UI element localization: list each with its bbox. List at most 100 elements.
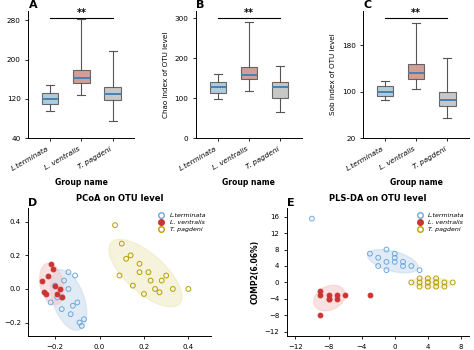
Point (71, 273, 79, 278)
Point (391, 259, 399, 265)
X-axis label: Group name: Group name (222, 178, 275, 187)
Point (325, 296, 332, 302)
PathPatch shape (272, 82, 288, 98)
Point (317, 313, 324, 318)
Text: B: B (196, 0, 204, 10)
Legend: L.terminata, L. ventralis, T. pagdeni: L.terminata, L. ventralis, T. pagdeni (413, 211, 466, 233)
PathPatch shape (439, 92, 456, 106)
Point (325, 296, 332, 302)
Point (38, 278, 46, 284)
Point (416, 275, 423, 281)
Point (424, 275, 432, 281)
Ellipse shape (50, 270, 87, 330)
Y-axis label: Chao index of OTU level: Chao index of OTU level (163, 31, 169, 118)
Point (317, 288, 324, 294)
Point (54, 295, 61, 300)
Y-axis label: Sob index of OTU level: Sob index of OTU level (330, 34, 336, 115)
Point (47, 300, 55, 305)
Legend: L.terminata, L. ventralis, T. pagdeni: L.terminata, L. ventralis, T. pagdeni (154, 211, 208, 233)
Point (51, 283, 59, 288)
Text: D: D (28, 198, 38, 208)
Point (51, 283, 59, 288)
Text: PLS-DA on OTU level: PLS-DA on OTU level (329, 194, 427, 203)
Point (169, 286, 177, 292)
Y-axis label: Ace index of OTU level: Ace index of OTU level (0, 34, 1, 115)
Point (441, 284, 448, 289)
Point (184, 286, 192, 292)
Point (374, 255, 382, 260)
Point (391, 251, 399, 257)
Point (64, 270, 72, 275)
Ellipse shape (368, 250, 418, 273)
Point (140, 291, 148, 297)
Point (58, 295, 65, 300)
Point (69, 303, 77, 309)
Point (408, 280, 415, 285)
Point (432, 275, 440, 281)
Point (383, 247, 390, 252)
Point (129, 283, 137, 288)
Point (374, 263, 382, 269)
PathPatch shape (73, 70, 90, 83)
Point (56, 286, 64, 292)
Point (136, 270, 143, 275)
Text: **: ** (76, 7, 86, 18)
Point (424, 280, 432, 285)
Point (366, 292, 374, 298)
Ellipse shape (314, 285, 345, 311)
Text: **: ** (411, 7, 421, 18)
PathPatch shape (42, 93, 58, 104)
Point (122, 256, 130, 261)
Ellipse shape (40, 263, 64, 305)
Point (416, 280, 423, 285)
Ellipse shape (411, 278, 451, 288)
Point (441, 280, 448, 285)
Point (58, 306, 65, 312)
Point (60, 278, 68, 284)
X-axis label: Group name: Group name (390, 178, 443, 187)
Point (156, 289, 164, 295)
Point (136, 261, 143, 267)
PathPatch shape (210, 82, 226, 93)
Point (147, 278, 155, 284)
Text: A: A (28, 0, 37, 10)
PathPatch shape (241, 67, 257, 79)
Point (40, 289, 48, 295)
Point (76, 320, 83, 326)
PathPatch shape (104, 86, 121, 100)
Text: PCoA on OTU level: PCoA on OTU level (76, 194, 163, 203)
Point (416, 267, 423, 273)
Point (424, 280, 432, 285)
Text: **: ** (244, 7, 254, 18)
Text: E: E (287, 198, 295, 208)
Point (333, 292, 341, 298)
Point (383, 267, 390, 273)
Point (42, 291, 50, 297)
Point (116, 273, 123, 278)
Point (416, 284, 423, 289)
Point (432, 284, 440, 289)
Point (432, 280, 440, 285)
X-axis label: Group name: Group name (55, 178, 108, 187)
PathPatch shape (408, 64, 424, 79)
Point (399, 263, 407, 269)
Point (317, 292, 324, 298)
Point (45, 273, 52, 278)
Point (49, 266, 57, 272)
Point (64, 286, 72, 292)
Y-axis label: COMP2(6.06%): COMP2(6.06%) (250, 240, 259, 304)
Point (67, 312, 74, 317)
Point (78, 323, 85, 329)
Point (145, 270, 152, 275)
Point (383, 259, 390, 265)
PathPatch shape (377, 86, 393, 96)
Point (366, 251, 374, 257)
Point (54, 291, 61, 297)
Point (151, 286, 159, 292)
Point (341, 292, 349, 298)
Ellipse shape (109, 239, 182, 307)
Point (325, 292, 332, 298)
Point (408, 263, 415, 269)
Text: C: C (363, 0, 372, 10)
Point (47, 261, 55, 267)
